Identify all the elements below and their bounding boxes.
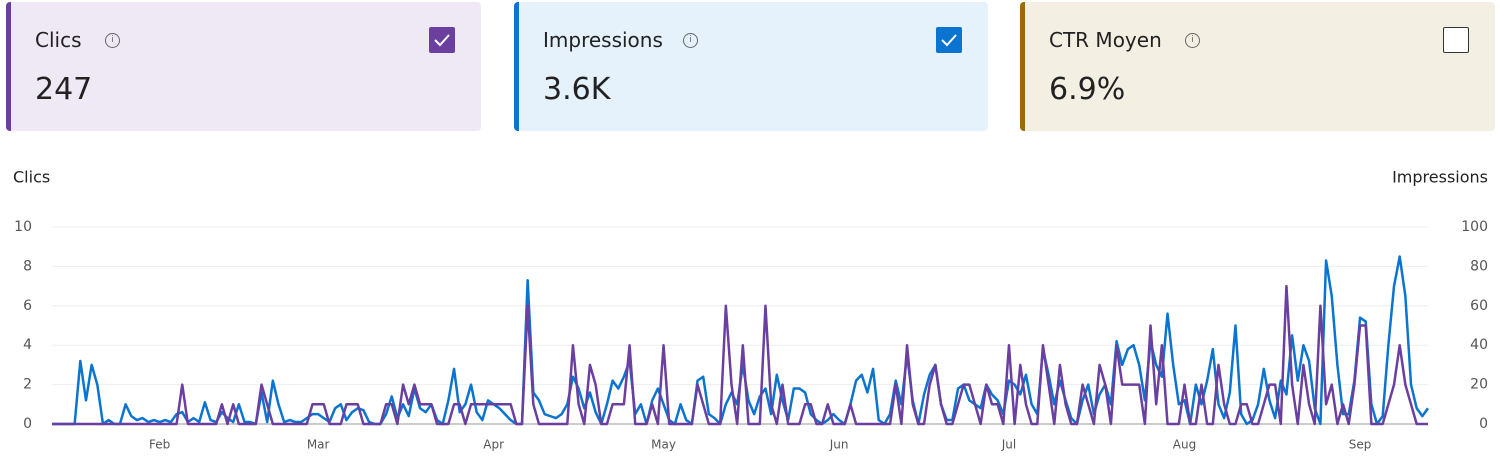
- checkbox[interactable]: [429, 27, 455, 53]
- card-value: 6.9%: [1049, 72, 1126, 107]
- y2-axis-label: Impressions: [1392, 168, 1488, 187]
- y2-tick-label: 100: [1461, 219, 1488, 235]
- y2-tick-label: 0: [1479, 416, 1488, 432]
- y-tick-label: 8: [23, 258, 32, 274]
- info-icon[interactable]: i: [683, 33, 698, 48]
- card-title: CTR Moyen: [1049, 28, 1162, 52]
- metric-card[interactable]: CTR Moyen i 6.9%: [1020, 2, 1495, 131]
- checkbox[interactable]: [1443, 27, 1469, 53]
- info-icon[interactable]: i: [1185, 33, 1200, 48]
- y2-tick-label: 80: [1470, 258, 1488, 274]
- metric-card[interactable]: Clics i 247: [6, 2, 481, 131]
- metric-card[interactable]: Impressions i 3.6K: [514, 2, 988, 131]
- card-value: 247: [35, 72, 93, 107]
- card-title: Impressions: [543, 28, 663, 52]
- x-tick-label: Apr: [483, 438, 504, 452]
- y2-tick-label: 20: [1470, 377, 1488, 393]
- y2-tick-label: 40: [1470, 337, 1488, 353]
- x-tick-label: Feb: [149, 438, 170, 452]
- y-axis-label: Clics: [13, 168, 50, 187]
- y-tick-label: 2: [23, 377, 32, 393]
- x-tick-label: Mar: [307, 438, 330, 452]
- x-tick-label: May: [651, 438, 676, 452]
- x-tick-label: Sep: [1349, 438, 1372, 452]
- y-tick-label: 10: [14, 219, 32, 235]
- info-icon[interactable]: i: [105, 33, 120, 48]
- y-tick-label: 4: [23, 337, 32, 353]
- card-value: 3.6K: [543, 72, 611, 107]
- y2-tick-label: 60: [1470, 298, 1488, 314]
- line-series: [52, 284, 1428, 426]
- card-title: Clics: [35, 28, 82, 52]
- x-tick-label: Aug: [1173, 438, 1196, 452]
- checkbox[interactable]: [936, 27, 962, 53]
- line-series: [52, 255, 1430, 426]
- y-tick-label: 0: [23, 416, 32, 432]
- y-tick-label: 6: [23, 298, 32, 314]
- x-tick-label: Jul: [1001, 438, 1016, 452]
- x-tick-label: Jun: [829, 438, 849, 452]
